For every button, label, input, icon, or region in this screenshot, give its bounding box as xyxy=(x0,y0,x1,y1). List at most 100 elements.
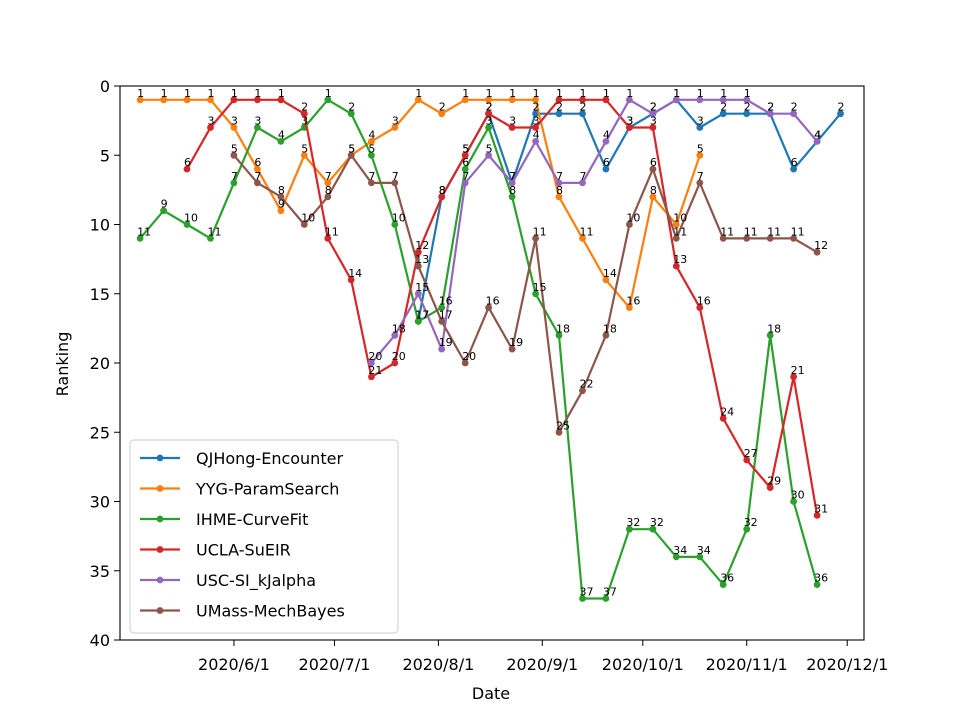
series-line xyxy=(139,98,819,600)
legend-swatch-marker xyxy=(156,515,164,523)
legend-swatch-marker xyxy=(156,454,164,462)
data-label: 5 xyxy=(368,142,375,155)
data-point xyxy=(649,165,657,173)
data-label: 15 xyxy=(533,281,547,294)
data-point xyxy=(438,304,446,311)
data-point xyxy=(254,96,261,104)
data-point xyxy=(790,235,797,242)
series-line xyxy=(186,98,819,516)
data-label: 10 xyxy=(673,212,687,225)
x-tick-label: 2020/11/1 xyxy=(706,655,788,674)
data-point xyxy=(324,179,332,187)
legend-label: QJHong-Encounter xyxy=(196,449,343,468)
data-label: 13 xyxy=(415,253,429,266)
y-tick-label: 0 xyxy=(100,77,110,96)
data-point xyxy=(347,110,355,118)
data-point xyxy=(254,179,261,187)
data-label: 7 xyxy=(697,170,704,183)
data-point xyxy=(461,151,469,159)
data-label: 1 xyxy=(208,87,215,100)
data-point xyxy=(813,512,821,519)
data-point xyxy=(347,276,355,284)
data-point xyxy=(696,304,704,311)
data-label: 4 xyxy=(368,128,375,141)
legend-box xyxy=(129,439,399,634)
data-point xyxy=(626,124,633,131)
data-label: 13 xyxy=(673,253,687,266)
data-point xyxy=(672,553,680,561)
data-point xyxy=(579,96,586,104)
data-label: 36 xyxy=(720,572,734,585)
data-point xyxy=(555,193,563,201)
data-label: 4 xyxy=(814,128,821,141)
data-label: 1 xyxy=(720,87,727,100)
data-label: 32 xyxy=(626,516,640,529)
data-point xyxy=(696,179,704,187)
data-label: 37 xyxy=(580,586,594,599)
data-label: 18 xyxy=(392,322,406,335)
legend-entry: USC-SI_kJalpha xyxy=(140,571,316,591)
data-label: 1 xyxy=(744,87,751,100)
x-tick-label: 2020/8/1 xyxy=(402,655,474,674)
data-point xyxy=(391,124,399,131)
data-label: 4 xyxy=(278,128,285,141)
data-label: 2 xyxy=(439,101,446,114)
data-label: 6 xyxy=(650,156,657,169)
data-label: 2 xyxy=(650,101,657,114)
data-point xyxy=(485,304,492,311)
data-point xyxy=(508,345,516,353)
y-tick-label: 15 xyxy=(90,285,110,304)
data-label: 5 xyxy=(231,142,238,155)
data-label: 6 xyxy=(462,156,469,169)
data-label: 19 xyxy=(509,336,523,349)
data-point xyxy=(626,525,633,533)
data-label: 10 xyxy=(626,212,640,225)
data-point xyxy=(300,110,308,118)
data-label: 2 xyxy=(580,101,587,114)
data-label: 8 xyxy=(556,184,563,197)
data-label: 5 xyxy=(462,142,469,155)
data-point xyxy=(602,331,610,339)
data-label: 2 xyxy=(767,101,774,114)
data-point xyxy=(254,165,261,173)
data-point xyxy=(438,345,446,353)
data-label: 1 xyxy=(161,87,168,100)
data-label: 8 xyxy=(325,184,332,197)
data-label: 32 xyxy=(744,516,758,529)
data-label: 11 xyxy=(137,225,151,238)
data-point xyxy=(532,124,539,131)
data-point xyxy=(743,110,751,118)
data-label: 2 xyxy=(767,101,774,114)
legend-label: IHME-CurveFit xyxy=(196,510,308,529)
data-label: 2 xyxy=(486,101,493,114)
data-point xyxy=(743,525,751,533)
legend-entry: YYG-ParamSearch xyxy=(140,480,339,499)
data-label: 10 xyxy=(392,212,406,225)
data-point xyxy=(438,193,446,201)
data-point xyxy=(696,151,704,159)
data-label: 7 xyxy=(580,170,587,183)
data-point xyxy=(602,138,610,145)
data-label: 2 xyxy=(348,101,355,114)
data-label: 3 xyxy=(697,115,704,128)
data-point xyxy=(277,96,285,104)
legend-swatch-marker xyxy=(156,546,164,553)
data-label: 11 xyxy=(791,225,805,238)
y-tick-label: 10 xyxy=(90,216,110,235)
data-point xyxy=(391,179,399,187)
series-group xyxy=(136,96,844,602)
data-point xyxy=(207,235,214,242)
legend-entry: UCLA-SuEIR xyxy=(140,541,291,560)
data-point xyxy=(324,96,332,104)
data-label: 2 xyxy=(838,101,845,114)
data-point xyxy=(230,179,238,187)
data-point xyxy=(649,110,657,118)
data-label: 3 xyxy=(254,115,261,128)
data-point xyxy=(277,193,285,201)
legend: QJHong-Encounter YYG-ParamSearch IHME-Curv… xyxy=(129,439,399,634)
data-point xyxy=(347,151,355,159)
data-point xyxy=(790,110,797,118)
legend-entry: IHME-CurveFit xyxy=(140,510,308,529)
data-label: 20 xyxy=(368,350,382,363)
